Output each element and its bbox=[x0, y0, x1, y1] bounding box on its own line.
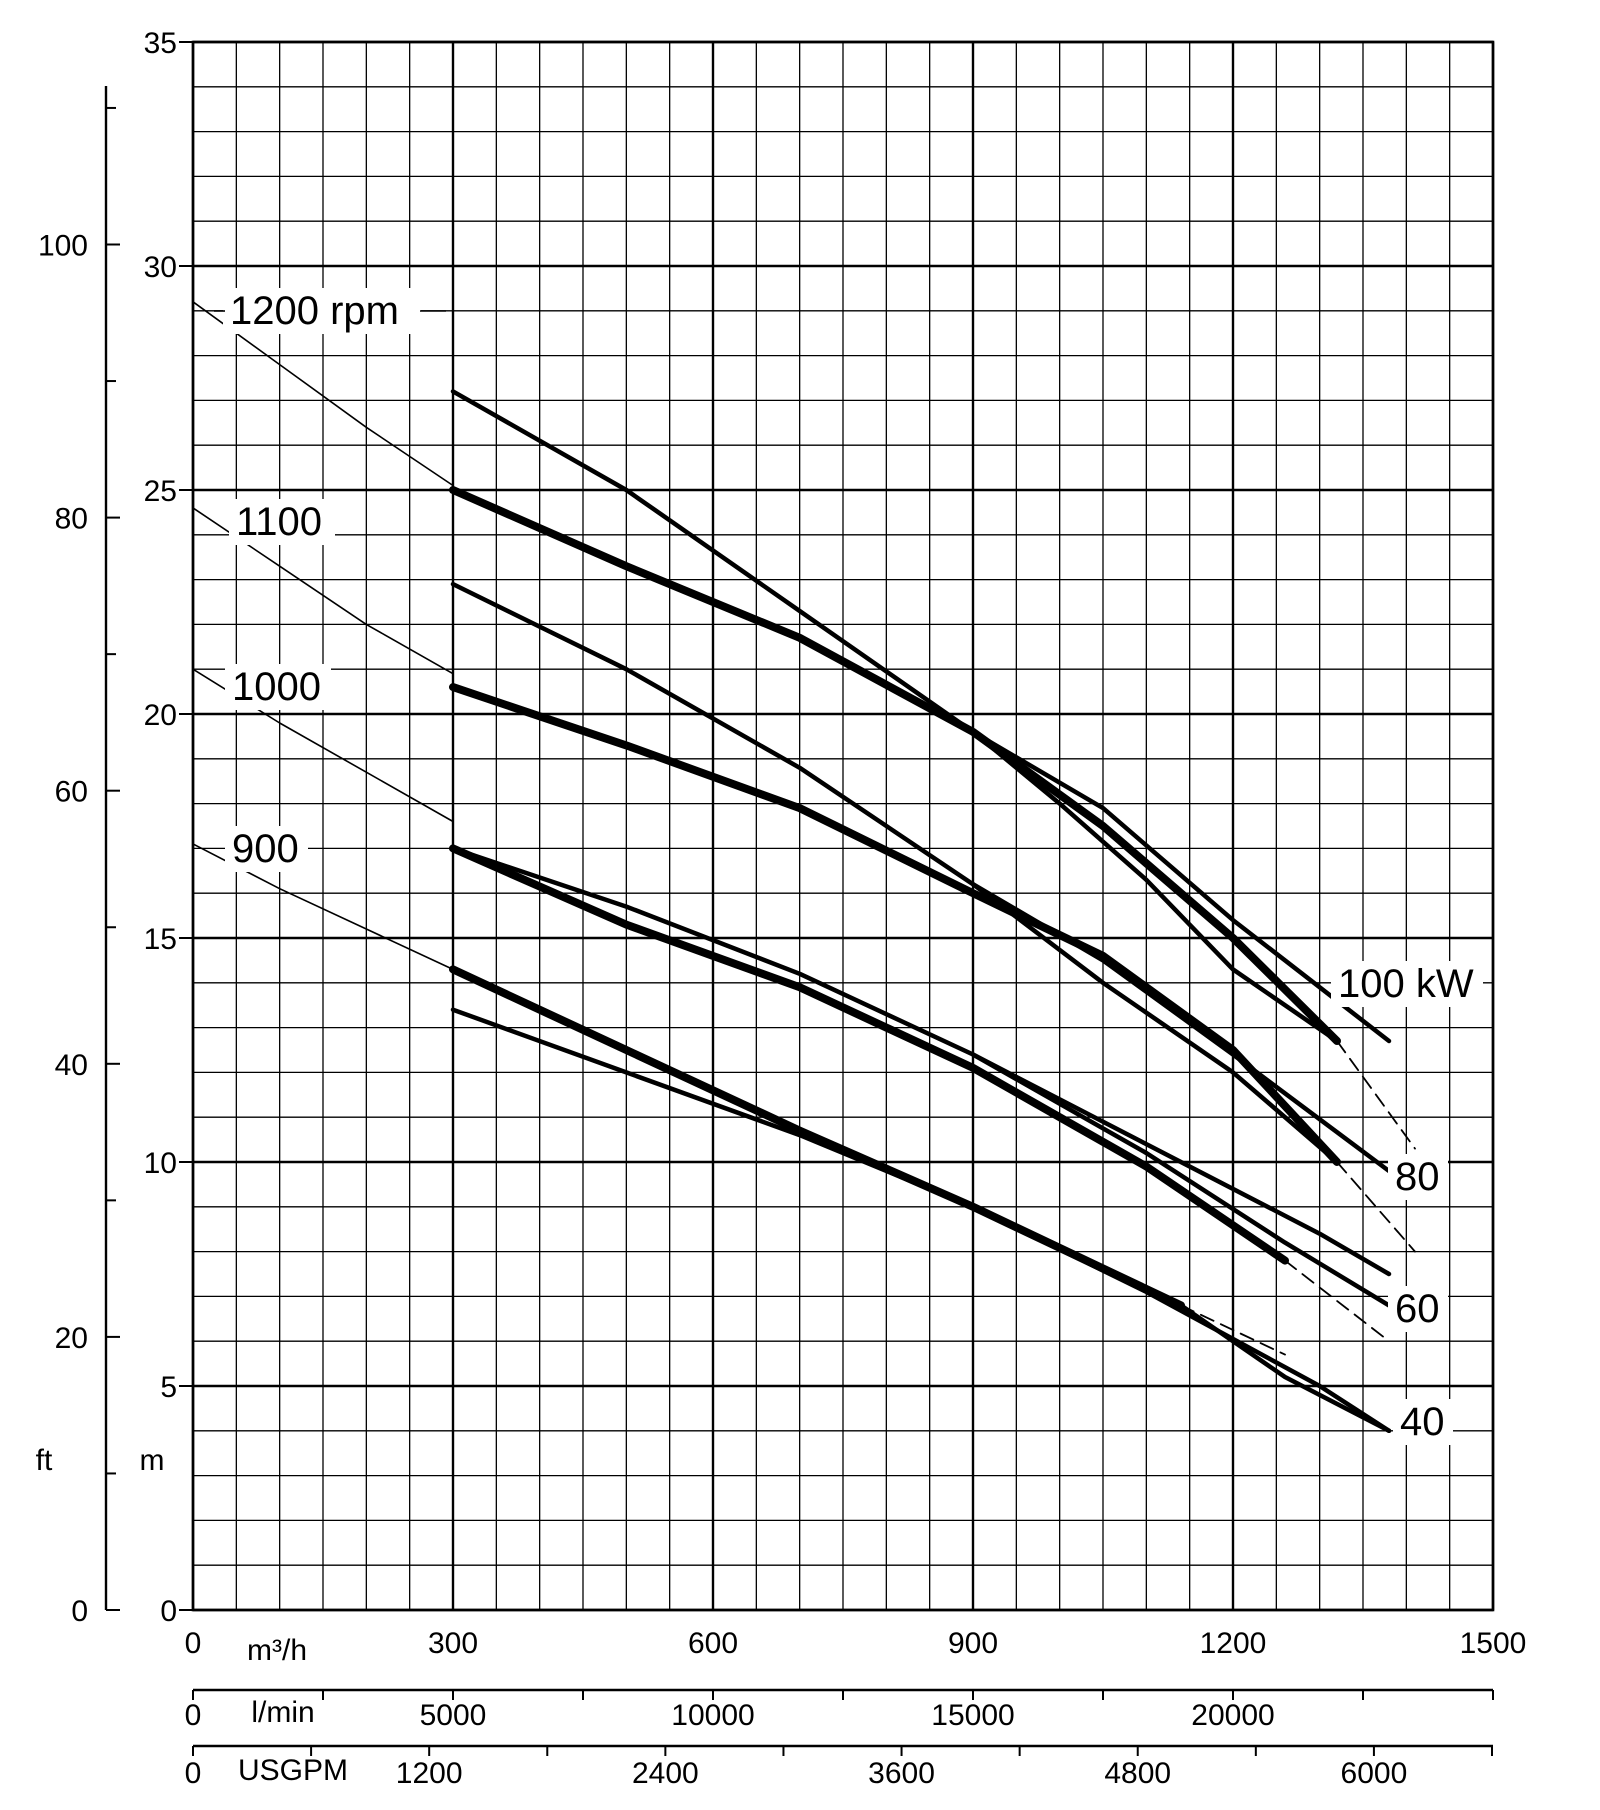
x-tick-label-m3h: 1200 bbox=[1200, 1627, 1267, 1660]
y-tick-label-ft: 0 bbox=[71, 1595, 88, 1628]
label-mask bbox=[225, 664, 331, 710]
x-tick-label-usgpm: 0 bbox=[185, 1757, 202, 1790]
y-tick-label-m: 5 bbox=[160, 1371, 177, 1404]
curve-label: 80 bbox=[1395, 1155, 1440, 1199]
x-tick-label-m3h: 1500 bbox=[1460, 1627, 1527, 1660]
y-tick-label-ft: 40 bbox=[55, 1049, 88, 1082]
y-tick-label-m: 30 bbox=[144, 251, 177, 284]
power-curve bbox=[1178, 1303, 1392, 1434]
curve-label: 1100 bbox=[236, 500, 322, 544]
plot-frame bbox=[191, 40, 1495, 1612]
y-tick-label-ft: 20 bbox=[55, 1322, 88, 1355]
x-tick-label-lmin: 10000 bbox=[671, 1699, 754, 1732]
power-curves bbox=[970, 729, 1392, 1434]
y-axis-ft: 0 20 40 60 80 100 ft bbox=[36, 86, 120, 1628]
curve-label: 40 bbox=[1400, 1400, 1445, 1444]
y-tick-label-ft: 60 bbox=[55, 776, 88, 809]
label-mask bbox=[229, 499, 335, 545]
curve-label: 1200 rpm bbox=[230, 289, 399, 333]
x-axis-m3h: 0 300 600 900 1200 1500 m³/h bbox=[185, 1627, 1527, 1667]
y-tick-label-ft: 80 bbox=[55, 503, 88, 536]
y-tick-label-m: 25 bbox=[144, 475, 177, 508]
x-unit-lmin: l/min bbox=[251, 1696, 314, 1729]
x-tick-label-usgpm: 3600 bbox=[868, 1757, 935, 1790]
y-tick-label-m: 15 bbox=[144, 923, 177, 956]
x-tick-label-lmin: 0 bbox=[185, 1699, 202, 1732]
power-curve bbox=[970, 729, 1392, 1044]
performance-curve bbox=[450, 581, 1340, 1165]
y-unit-m: m bbox=[140, 1444, 165, 1477]
x-tick-label-usgpm: 2400 bbox=[632, 1757, 699, 1790]
x-tick-label-usgpm: 1200 bbox=[396, 1757, 463, 1790]
x-unit-m3h: m³/h bbox=[247, 1634, 307, 1667]
dashed-extension bbox=[1180, 1304, 1286, 1356]
curve-label: 100 kW bbox=[1338, 962, 1474, 1006]
x-tick-label-m3h: 0 bbox=[185, 1627, 202, 1660]
y-tick-label-m: 35 bbox=[144, 27, 177, 60]
x-tick-label-m3h: 900 bbox=[948, 1627, 998, 1660]
dashed-extensions bbox=[1180, 1040, 1416, 1356]
label-mask bbox=[1388, 1286, 1448, 1332]
dashed-extension bbox=[1336, 1040, 1416, 1150]
y-tick-label-m: 10 bbox=[144, 1147, 177, 1180]
power-curve bbox=[970, 1052, 1392, 1308]
y-tick-label-m: 20 bbox=[144, 699, 177, 732]
label-mask bbox=[1393, 1399, 1453, 1445]
y-axis-m: 0 5 10 15 20 25 30 35 m bbox=[140, 27, 193, 1628]
performance-curve bbox=[449, 965, 1185, 1310]
x-axis-usgpm: 0 1200 2400 3600 4800 6000 USGPM bbox=[185, 1744, 1494, 1790]
y-tick-label-m: 0 bbox=[160, 1595, 177, 1628]
dashed-extension bbox=[1284, 1259, 1390, 1343]
label-mask bbox=[1388, 1154, 1448, 1200]
x-tick-label-lmin: 5000 bbox=[420, 1699, 487, 1732]
x-unit-usgpm: USGPM bbox=[238, 1754, 348, 1787]
performance-curve bbox=[449, 683, 1341, 1166]
x-tick-label-lmin: 20000 bbox=[1191, 1699, 1274, 1732]
x-axis-lmin: 0 5000 10000 15000 20000 l/min bbox=[185, 1688, 1494, 1732]
dashed-extension bbox=[1336, 1161, 1416, 1253]
curve-label: 900 bbox=[232, 827, 299, 871]
plot-border bbox=[191, 40, 1495, 1612]
curve-label: 1000 bbox=[232, 665, 321, 709]
x-tick-label-lmin: 15000 bbox=[931, 1699, 1014, 1732]
performance-curves bbox=[449, 389, 1392, 1434]
x-tick-label-usgpm: 4800 bbox=[1104, 1757, 1171, 1790]
y-unit-ft: ft bbox=[36, 1444, 53, 1477]
power-curve bbox=[970, 881, 1392, 1174]
performance-curve bbox=[449, 844, 1289, 1265]
x-tick-label-m3h: 600 bbox=[688, 1627, 738, 1660]
curve-labels: 1200 rpm 1100 1000 900 100 kW 80 60 40 bbox=[214, 288, 1483, 1445]
performance-curve bbox=[449, 486, 1341, 1045]
label-mask bbox=[1331, 961, 1483, 1007]
x-tick-label-m3h: 300 bbox=[428, 1627, 478, 1660]
label-mask bbox=[225, 826, 308, 872]
label-mask bbox=[223, 288, 421, 334]
y-tick-label-ft: 100 bbox=[38, 229, 88, 262]
curve-label: 60 bbox=[1395, 1287, 1440, 1331]
x-tick-label-usgpm: 6000 bbox=[1341, 1757, 1408, 1790]
